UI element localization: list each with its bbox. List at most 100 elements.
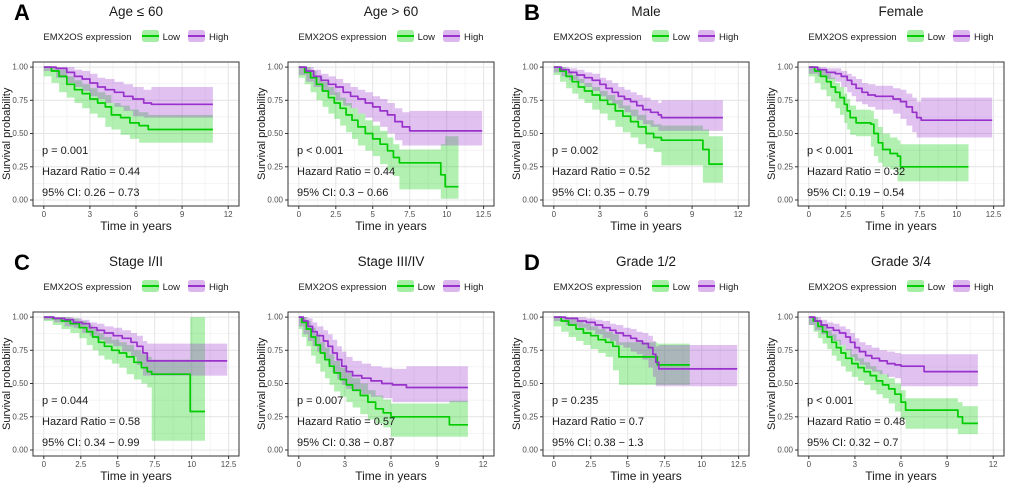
plot-title: Stage I/II (108, 254, 164, 269)
svg-text:0.75: 0.75 (12, 96, 28, 105)
svg-text:2.5: 2.5 (330, 210, 342, 219)
svg-text:0: 0 (42, 210, 47, 219)
svg-text:0.00: 0.00 (12, 446, 28, 455)
svg-text:3: 3 (88, 210, 93, 219)
legend-title: EMX2OS expression (553, 282, 642, 293)
legend-label-low: Low (417, 282, 436, 293)
svg-text:5: 5 (880, 210, 885, 219)
svg-text:0.25: 0.25 (267, 162, 283, 171)
hazard-ratio: Hazard Ratio = 0.52 (552, 166, 651, 178)
confidence-interval: 95% CI: 0.3 − 0.66 (297, 187, 389, 199)
legend-label-high: High (974, 32, 994, 43)
svg-text:1.00: 1.00 (522, 63, 538, 72)
plot-title: Grade 1/2 (615, 254, 677, 269)
legend-key-low-icon (396, 280, 414, 292)
legend: EMX2OS expression Low High (788, 30, 1014, 43)
panel-letter-c: C (14, 250, 30, 275)
legend: EMX2OS expression Low High (533, 280, 759, 293)
confidence-interval: 95% CI: 0.26 − 0.73 (42, 187, 140, 199)
legend-label-low: Low (927, 282, 946, 293)
svg-text:2.5: 2.5 (75, 460, 87, 469)
svg-text:12: 12 (224, 210, 233, 219)
x-axis-label: Time in years (355, 469, 427, 483)
legend-label-high: High (464, 32, 484, 43)
survival-plot-canvas: 0 2.5 5 7.5 10 12.5 0.00 0.25 0.50 0.75 1.00 (777, 61, 1005, 219)
hazard-ratio: Hazard Ratio = 0.58 (42, 416, 141, 428)
legend-key-low-icon (141, 30, 159, 42)
svg-text:0.25: 0.25 (12, 162, 28, 171)
svg-text:12: 12 (989, 460, 998, 469)
svg-text:0.75: 0.75 (777, 96, 793, 105)
svg-text:9: 9 (435, 460, 440, 469)
panel-letter-d: D (524, 250, 540, 275)
plot-title: Female (878, 4, 924, 19)
legend-key-low-icon (396, 30, 414, 42)
km-plot-age-le-60: A Age ≤ 60 EMX2OS expression Low High Surv… (0, 0, 255, 250)
svg-text:10: 10 (952, 210, 961, 219)
svg-text:0.25: 0.25 (777, 412, 793, 421)
svg-text:0.25: 0.25 (522, 412, 538, 421)
svg-text:12.5: 12.5 (731, 460, 747, 469)
km-plot-male: B Male EMX2OS expression Low High Survival… (510, 0, 765, 250)
panel-letter-b: B (524, 0, 540, 25)
legend: EMX2OS expression Low High (278, 30, 504, 43)
p-value: p < 0.001 (807, 395, 854, 407)
svg-text:1.00: 1.00 (777, 313, 793, 322)
legend-label-high: High (719, 32, 739, 43)
km-plot-stage-iii-iv: Stage III/IV EMX2OS expression Low High Su… (255, 250, 510, 500)
legend-key-high-icon (698, 30, 716, 42)
p-value: p = 0.235 (552, 395, 599, 407)
plot-title: Age > 60 (363, 4, 419, 19)
svg-text:1.00: 1.00 (777, 63, 793, 72)
legend: EMX2OS expression Low High (23, 30, 249, 43)
svg-text:3: 3 (853, 460, 858, 469)
svg-text:9: 9 (945, 460, 950, 469)
km-plot-age-gt-60: Age > 60 EMX2OS expression Low High Surviv… (255, 0, 510, 250)
legend-label-high: High (974, 282, 994, 293)
svg-text:0.75: 0.75 (777, 346, 793, 355)
svg-text:0.00: 0.00 (267, 446, 283, 455)
x-axis-label: Time in years (610, 469, 682, 483)
p-value: p = 0.044 (42, 395, 89, 407)
x-axis-label: Time in years (865, 469, 937, 483)
survival-plot-canvas: 0 3 6 9 12 0.00 0.25 0.50 0.75 1.00 (777, 311, 1005, 469)
svg-text:12.5: 12.5 (986, 210, 1002, 219)
legend-key-high-icon (443, 280, 461, 292)
km-plot-grade-3-4: Grade 3/4 EMX2OS expression Low High Survi… (765, 250, 1020, 500)
plot-title: Stage III/IV (357, 254, 425, 269)
legend-label-high: High (209, 282, 229, 293)
legend-title: EMX2OS expression (808, 282, 897, 293)
svg-text:0.75: 0.75 (522, 96, 538, 105)
svg-text:0.50: 0.50 (522, 129, 538, 138)
svg-text:0.50: 0.50 (522, 379, 538, 388)
hazard-ratio: Hazard Ratio = 0.44 (297, 166, 396, 178)
svg-text:1.00: 1.00 (267, 313, 283, 322)
svg-text:6: 6 (389, 460, 394, 469)
confidence-interval: 95% CI: 0.38 − 0.87 (297, 437, 395, 449)
legend-key-high-icon (443, 30, 461, 42)
plot-title: Male (631, 4, 661, 19)
legend-key-high-icon (953, 280, 971, 292)
svg-text:1.00: 1.00 (12, 313, 28, 322)
svg-text:10: 10 (697, 460, 706, 469)
survival-plot-canvas: 0 3 6 9 12 0.00 0.25 0.50 0.75 1.00 (267, 311, 495, 469)
legend-key-low-icon (651, 280, 669, 292)
legend-label-low: Low (162, 282, 181, 293)
svg-text:6: 6 (899, 460, 904, 469)
legend-title: EMX2OS expression (298, 282, 387, 293)
hazard-ratio: Hazard Ratio = 0.32 (807, 166, 906, 178)
svg-text:0: 0 (807, 460, 812, 469)
svg-text:0.50: 0.50 (12, 379, 28, 388)
stats-annotation: p = 0.002 Hazard Ratio = 0.52 95% CI: 0.… (552, 141, 650, 204)
legend-title: EMX2OS expression (553, 32, 642, 43)
km-plot-grade-1-2: D Grade 1/2 EMX2OS expression Low High Sur… (510, 250, 765, 500)
p-value: p = 0.002 (552, 145, 599, 157)
svg-text:0.00: 0.00 (522, 196, 538, 205)
svg-text:9: 9 (180, 210, 185, 219)
svg-text:0.75: 0.75 (12, 346, 28, 355)
p-value: p < 0.001 (297, 145, 344, 157)
legend-key-high-icon (188, 280, 206, 292)
svg-text:5: 5 (625, 460, 630, 469)
stats-annotation: p = 0.001 Hazard Ratio = 0.44 95% CI: 0.… (42, 141, 140, 204)
